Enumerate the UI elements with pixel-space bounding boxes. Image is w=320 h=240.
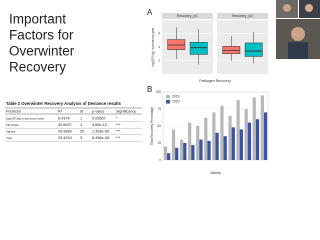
legend-label: 2019: [172, 95, 180, 99]
table-header: p-value: [92, 110, 104, 114]
y-tick-label: 100: [156, 90, 162, 94]
table-cell: *: [116, 117, 118, 121]
facet-strip: [162, 13, 213, 19]
facet-strip: [217, 13, 268, 19]
bar: [171, 129, 176, 160]
box: [244, 42, 263, 57]
bar: [199, 139, 203, 160]
panel-label: A: [147, 8, 153, 17]
slide-title: Important: [9, 12, 66, 27]
box: [189, 42, 208, 55]
table-cell: 3: [80, 136, 82, 140]
bar: [244, 109, 248, 160]
bar: [260, 95, 264, 160]
table-cell: Year: [6, 136, 12, 140]
table-cell: 6.4374: [58, 117, 70, 121]
table-cell: 25: [80, 130, 84, 134]
x-axis-label: Variety: [210, 171, 221, 175]
participant: [305, 4, 313, 12]
slide-title: Factors for: [9, 28, 74, 43]
table-caption: Table 2 Overwinter Recovery Analysis of …: [6, 101, 122, 106]
table-header: Significance: [116, 110, 136, 114]
bar: [196, 126, 200, 160]
participant: [283, 4, 291, 12]
bar: [163, 146, 168, 160]
y-tick-label: 2: [158, 58, 160, 62]
table-cell: 8.496e-08: [92, 136, 109, 140]
table-header: Predictor: [6, 110, 22, 114]
bar: [247, 122, 252, 160]
legend-swatch: [166, 95, 170, 99]
bar: [236, 100, 240, 160]
bar: [212, 112, 216, 160]
y-axis-label: log(CFU/g) in previous year: [151, 27, 155, 67]
bar: [231, 127, 235, 160]
y-tick-label: 4: [158, 45, 160, 49]
table-cell: 1.328e-05: [92, 130, 109, 134]
bar: [183, 143, 187, 160]
table-cell: 0.03567: [92, 117, 106, 121]
table-cell: 29.4254: [58, 136, 72, 140]
y-tick-label: 25: [157, 141, 161, 145]
bar: [175, 147, 179, 160]
bar: [188, 122, 192, 160]
table-cell: log(CFU/g) in previous year: [6, 116, 44, 120]
table-cell: FD Strain: [6, 123, 19, 127]
y-axis-label: Total Recovery Percentage: [150, 107, 154, 145]
legend-swatch: [166, 100, 170, 104]
table-cell: ***: [116, 130, 121, 134]
bar: [204, 117, 208, 160]
facet-title: Recovery_yr2: [232, 14, 253, 18]
table-cell: 43.9989: [58, 130, 72, 134]
video-tiles: [276, 0, 320, 59]
table-cell: 1: [80, 117, 82, 121]
bar: [252, 97, 256, 160]
bar: [239, 129, 243, 160]
panel-label: B: [147, 85, 152, 94]
bar: [220, 105, 224, 160]
slide-title: Recovery: [9, 60, 66, 75]
table-cell: 4.65e-12: [92, 123, 107, 127]
table-cell: 40.6537: [58, 123, 72, 127]
bar: [191, 145, 195, 160]
y-tick-label: 6: [158, 31, 160, 35]
participant: [291, 27, 305, 41]
legend-label: 2020: [172, 100, 180, 104]
bar: [255, 119, 260, 160]
table-cell: ***: [116, 136, 121, 140]
bar: [263, 112, 268, 160]
table-cell: ***: [116, 123, 121, 127]
y-tick-label: 75: [157, 107, 161, 111]
table-header: R²: [58, 110, 63, 114]
facet-title: Recovery_yr1: [177, 14, 198, 18]
slide-title: Overwinter: [9, 44, 75, 59]
participant-body: [288, 42, 308, 59]
bar: [179, 139, 184, 160]
y-tick-label: 0: [159, 158, 161, 162]
bar: [215, 132, 219, 160]
table-cell: Variety: [6, 129, 16, 133]
y-tick-label: 50: [157, 124, 161, 128]
bar: [207, 140, 211, 160]
bar: [228, 115, 232, 160]
bar: [167, 153, 171, 160]
bar: [223, 136, 227, 160]
x-axis-label: Pathogen Recovery: [199, 79, 231, 83]
table-cell: 1: [80, 123, 82, 127]
table-header: df: [80, 110, 84, 114]
